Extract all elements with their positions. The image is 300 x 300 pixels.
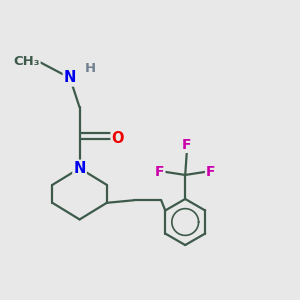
Text: H: H xyxy=(85,62,96,75)
Text: F: F xyxy=(206,165,215,179)
Text: F: F xyxy=(155,165,164,179)
Text: O: O xyxy=(112,131,124,146)
Text: N: N xyxy=(64,70,76,86)
Text: CH₃: CH₃ xyxy=(13,56,40,68)
Text: F: F xyxy=(182,138,192,152)
Text: N: N xyxy=(74,161,86,176)
